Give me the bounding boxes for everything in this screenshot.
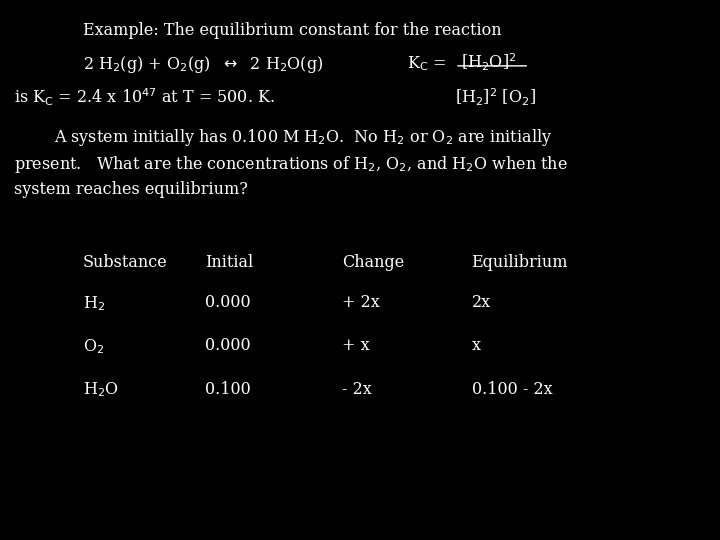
Text: 0.100 - 2x: 0.100 - 2x [472,381,552,397]
Text: Substance: Substance [83,254,168,271]
Text: 0.100: 0.100 [205,381,251,397]
Text: Example: The equilibrium constant for the reaction: Example: The equilibrium constant for th… [83,22,501,38]
Text: Initial: Initial [205,254,253,271]
Text: O$_2$: O$_2$ [83,338,104,356]
Text: H$_2$: H$_2$ [83,294,105,313]
Text: K$_\mathrm{C}$ =: K$_\mathrm{C}$ = [407,54,446,73]
Text: Equilibrium: Equilibrium [472,254,568,271]
Text: - 2x: - 2x [342,381,372,397]
Text: + x: + x [342,338,369,354]
Text: 0.000: 0.000 [205,338,251,354]
Text: system reaches equilibrium?: system reaches equilibrium? [14,181,248,198]
Text: present.   What are the concentrations of H$_2$, O$_2$, and H$_2$O when the: present. What are the concentrations of … [14,154,568,175]
Text: [H$_2$O]$^2$: [H$_2$O]$^2$ [461,51,516,73]
Text: 2 H$_2$(g) + O$_2$(g)  $\leftrightarrow$  2 H$_2$O(g): 2 H$_2$(g) + O$_2$(g) $\leftrightarrow$ … [83,54,323,75]
Text: [H$_2$]$^2$ [O$_2$]: [H$_2$]$^2$ [O$_2$] [455,86,536,108]
Text: A system initially has 0.100 M H$_2$O.  No H$_2$ or O$_2$ are initially: A system initially has 0.100 M H$_2$O. N… [54,127,552,148]
Text: 0.000: 0.000 [205,294,251,311]
Text: H$_2$O: H$_2$O [83,381,119,400]
Text: Change: Change [342,254,404,271]
Text: is K$_\mathrm{C}$ = 2.4 x 10$^{47}$ at T = 500. K.: is K$_\mathrm{C}$ = 2.4 x 10$^{47}$ at T… [14,86,275,108]
Text: x: x [472,338,481,354]
Text: 2x: 2x [472,294,491,311]
Text: + 2x: + 2x [342,294,379,311]
